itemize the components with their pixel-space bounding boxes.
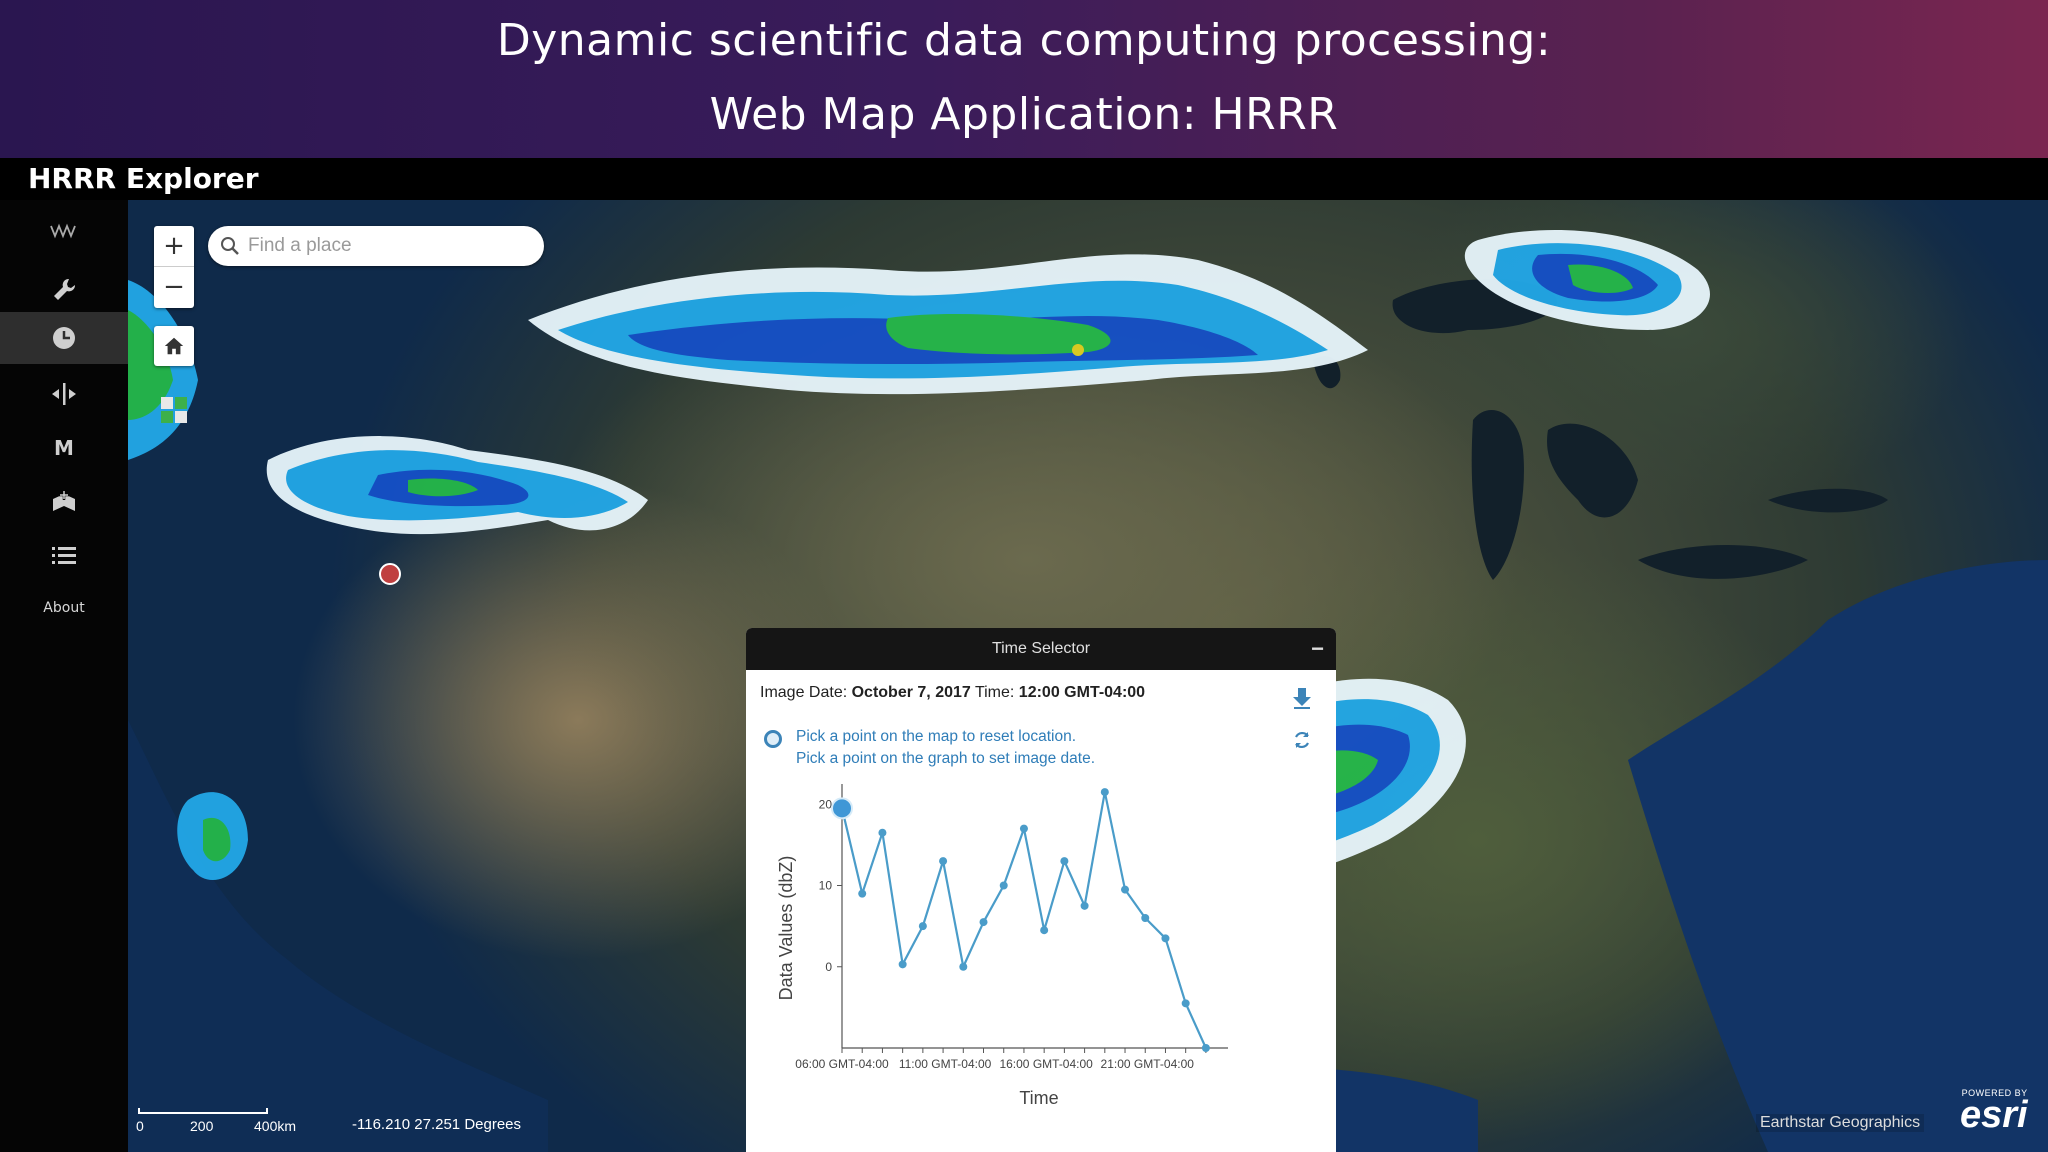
sidebar-measure-button[interactable]: M [0, 422, 128, 474]
home-icon [164, 337, 184, 355]
slide-title-line1: Dynamic scientific data computing proces… [496, 15, 1552, 66]
data-point [1141, 914, 1150, 922]
data-point [878, 828, 887, 837]
sidebar-waveform-button[interactable] [0, 204, 128, 256]
sidebar-add-data-button[interactable] [0, 476, 128, 528]
time-selector-title: Time Selector [991, 640, 1091, 657]
refresh-icon[interactable] [1292, 730, 1312, 750]
data-point [918, 922, 927, 931]
time-value: 12:00 GMT-04:00 [1018, 684, 1146, 701]
y-tick-label: 20 [819, 797, 833, 811]
app-header: HRRR Explorer [0, 158, 2048, 200]
data-point [1080, 901, 1089, 910]
sidebar-about-link[interactable]: About [43, 600, 85, 616]
x-tick-label: 21:00 GMT-04:00 [1101, 1057, 1195, 1071]
scale-label-0: 0 [136, 1118, 144, 1134]
data-point [999, 881, 1008, 890]
basemap-gallery-button[interactable] [160, 396, 188, 424]
grid-icon [161, 397, 187, 423]
time-label: Time: [974, 684, 1015, 701]
data-point [1019, 824, 1028, 833]
home-button[interactable] [154, 326, 194, 366]
esri-powered-by: POWERED BY [1961, 1088, 2028, 1098]
x-tick-label: 11:00 GMT-04:00 [899, 1057, 992, 1071]
slide-title-line2: Web Map Application: HRRR [709, 89, 1339, 140]
time-selector-panel: Time Selector − Image Date: October 7, 2… [746, 628, 1336, 1152]
waveform-icon [50, 223, 76, 239]
x-tick-label: 16:00 GMT-04:00 [999, 1057, 1093, 1071]
esri-logo: POWERED BY esri [1960, 1088, 2028, 1136]
zoom-in-button[interactable]: + [163, 231, 185, 261]
data-point [959, 962, 968, 971]
data-point [1060, 857, 1069, 866]
data-point [1121, 885, 1130, 894]
data-point [1040, 926, 1049, 935]
search-box [208, 226, 544, 266]
search-input[interactable] [248, 235, 518, 257]
image-date-value: October 7, 2017 [851, 684, 971, 701]
app-title: HRRR Explorer [28, 162, 259, 195]
add-data-icon [53, 490, 75, 511]
layer-list-icon [52, 547, 76, 564]
data-point [1161, 934, 1170, 943]
scale-label-200: 200 [190, 1118, 214, 1134]
sidebar: M About [0, 200, 128, 1152]
x-tick-label: 06:00 GMT-04:00 [795, 1057, 889, 1071]
y-tick-label: 10 [819, 879, 833, 893]
swipe-icon [52, 383, 76, 405]
sidebar-tools-button[interactable] [0, 264, 128, 316]
data-point [1100, 788, 1109, 797]
scale-bar-line [138, 1108, 268, 1114]
y-tick-label: 0 [825, 960, 832, 974]
hint-set-date: Pick a point on the graph to set image d… [796, 750, 1095, 767]
esri-wordmark: esri [1960, 1094, 2028, 1136]
sidebar-time-button[interactable] [0, 312, 128, 364]
data-point [979, 918, 988, 927]
measure-icon: M [54, 436, 74, 460]
data-point [1201, 1044, 1210, 1052]
image-date-line: Image Date: October 7, 2017 Time: 12:00 … [760, 684, 1145, 702]
hint-reset-location: Pick a point on the map to reset locatio… [796, 728, 1077, 745]
search-icon[interactable] [220, 236, 240, 256]
y-axis-label: Data Values (dbZ) [776, 856, 796, 1001]
zoom-control: + − [154, 226, 194, 308]
image-date-label: Image Date: [760, 684, 848, 701]
slide-banner: Dynamic scientific data computing proces… [0, 0, 2048, 158]
sidebar-swipe-button[interactable] [0, 368, 128, 420]
data-point [898, 960, 907, 969]
data-point [858, 889, 867, 898]
x-axis-label: Time [1019, 1088, 1058, 1108]
zoom-out-button[interactable]: − [154, 266, 194, 306]
time-series-chart[interactable]: 0 10 20 06:00 GMT-04:00 11:00 GMT-04:00 16:00… [746, 778, 1336, 1152]
data-point [1181, 999, 1190, 1008]
map-attribution: Earthstar Geographics [1756, 1114, 1925, 1132]
selected-data-point [831, 797, 853, 820]
location-radio[interactable] [764, 730, 782, 748]
wrench-icon [54, 278, 76, 300]
coordinate-readout: -116.210 27.251 Degrees [352, 1116, 522, 1133]
clock-icon [53, 327, 75, 349]
sidebar-layer-list-button[interactable] [0, 530, 128, 582]
time-selector-header: Time Selector − [746, 628, 1336, 670]
minimize-button[interactable]: − [1311, 636, 1324, 661]
download-icon[interactable] [1292, 686, 1312, 710]
data-point [939, 857, 948, 866]
scale-label-400: 400km [254, 1118, 297, 1134]
